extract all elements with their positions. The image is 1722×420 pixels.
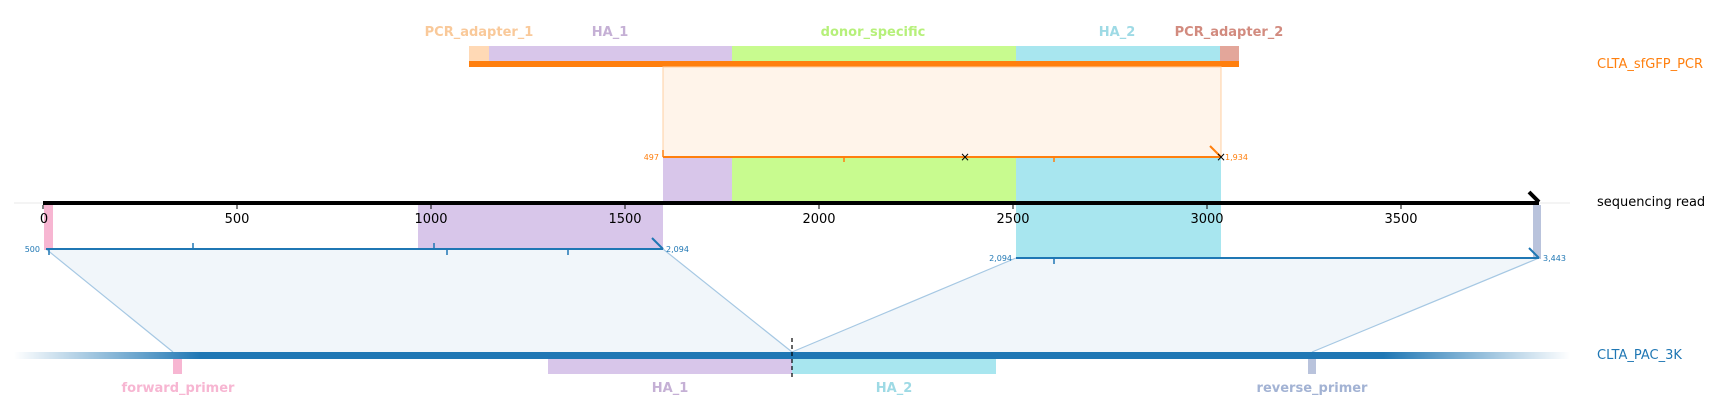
axis-tick-labels: 0 500 1000 1500 2000 2500 3000 3500 xyxy=(40,212,1418,227)
bottom-label-ha-2: HA_2 xyxy=(876,381,913,396)
bottom-right-alignment: 2,094 3,443 xyxy=(989,247,1566,264)
axis-tick-label: 1000 xyxy=(414,212,447,227)
top-track-bar xyxy=(469,61,1239,67)
middle-track: 0 500 1000 1500 2000 2500 3000 3500 sequ… xyxy=(14,190,1705,259)
top-feature-pcr-adapter-2 xyxy=(1220,46,1239,62)
read-block-ha-1 xyxy=(418,205,663,250)
read-block-reverse-primer xyxy=(1533,205,1541,259)
mismatch-marker: × xyxy=(1216,150,1226,164)
top-label-pcr-adapter-2: PCR_adapter_2 xyxy=(1175,25,1284,40)
bottom-left-alignment: 500 2,094 xyxy=(25,237,689,255)
mid-block-ha-1 xyxy=(663,157,732,202)
mid-block-donor-specific xyxy=(732,157,1016,202)
axis-tick-label: 500 xyxy=(225,212,250,227)
bottom-track: forward_primer HA_1 HA_2 reverse_primer … xyxy=(14,338,1682,396)
top-label-ha-1: HA_1 xyxy=(592,25,629,40)
bottom-feature-ha-1 xyxy=(548,359,792,374)
mid-block-ha-2 xyxy=(1016,157,1221,202)
bottom-right-alignment-start-label: 2,094 xyxy=(989,254,1012,263)
bottom-label-reverse-primer: reverse_primer xyxy=(1257,381,1369,396)
middle-track-label: sequencing read xyxy=(1597,195,1705,210)
bottom-left-alignment-start-label: 500 xyxy=(25,245,40,254)
bottom-left-alignment-end-arrow xyxy=(651,237,664,250)
axis-ticks xyxy=(42,205,1402,209)
connector-line xyxy=(791,257,1017,353)
top-track-label: CLTA_sfGFP_PCR xyxy=(1597,57,1703,72)
bottom-track-label: CLTA_PAC_3K xyxy=(1597,348,1682,363)
axis-tick-label: 3500 xyxy=(1384,212,1417,227)
top-label-pcr-adapter-1: PCR_adapter_1 xyxy=(425,25,534,40)
top-track: PCR_adapter_1 HA_1 donor_specific HA_2 P… xyxy=(425,25,1703,72)
top-alignment-region xyxy=(662,66,1222,158)
bottom-left-alignment-end-label: 2,094 xyxy=(666,245,689,254)
axis-tick-label: 3000 xyxy=(1190,212,1223,227)
bottom-feature-reverse-primer xyxy=(1308,359,1316,374)
read-block-forward-primer xyxy=(44,205,53,250)
bottom-feature-forward-primer xyxy=(173,359,182,374)
bottom-label-forward-primer: forward_primer xyxy=(122,381,236,396)
bottom-feature-ha-2 xyxy=(792,359,996,374)
axis-tick-label: 0 xyxy=(40,212,48,227)
bottom-left-alignment-region xyxy=(46,249,792,352)
sequencing-read-axis-end xyxy=(1527,190,1541,204)
top-alignment: × × 497 1,934 xyxy=(644,145,1248,164)
top-alignment-end-label: 1,934 xyxy=(1225,153,1248,162)
top-feature-donor-specific xyxy=(732,46,1016,62)
axis-tick-label: 1500 xyxy=(608,212,641,227)
axis-tick-label: 2500 xyxy=(996,212,1029,227)
top-alignment-end-arrow xyxy=(1209,145,1222,158)
top-feature-pcr-adapter-1 xyxy=(469,46,489,62)
axis-tick-label: 2000 xyxy=(802,212,835,227)
bottom-right-alignment-end-label: 3,443 xyxy=(1543,254,1566,263)
top-label-ha-2: HA_2 xyxy=(1099,25,1136,40)
top-feature-ha-1 xyxy=(489,46,732,62)
read-block-ha-2 xyxy=(1016,205,1221,259)
connector-line xyxy=(1311,257,1540,353)
connector-line xyxy=(45,248,174,353)
connector-line xyxy=(662,248,793,353)
top-label-donor-specific: donor_specific xyxy=(821,25,926,40)
bottom-right-alignment-region xyxy=(792,258,1539,352)
bottom-label-ha-1: HA_1 xyxy=(652,381,689,396)
bottom-right-alignment-end-arrow xyxy=(1528,247,1540,259)
top-alignment-start-label: 497 xyxy=(644,153,659,162)
top-feature-ha-2 xyxy=(1016,46,1220,62)
mismatch-marker: × xyxy=(960,150,970,164)
